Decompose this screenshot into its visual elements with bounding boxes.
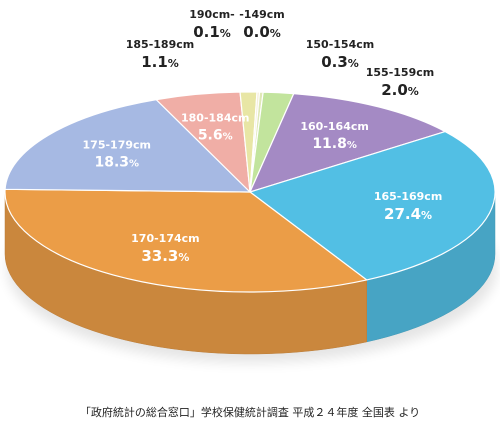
category-label-155-159cm: 155-159cm	[366, 66, 434, 79]
value-label-170-174cm: 33.3%	[141, 247, 189, 265]
value-label--149cm: 0.0%	[243, 23, 281, 41]
slice-165-169cm	[249, 130, 496, 281]
value-label-165-169cm: 27.4%	[384, 205, 432, 223]
slice-190cm-	[249, 91, 261, 193]
category-label-160-164cm: 160-164cm	[300, 120, 368, 133]
value-label-150-154cm: 0.3%	[321, 53, 359, 71]
value-label-160-164cm: 11.8%	[312, 136, 357, 152]
category-label-185-189cm: 185-189cm	[126, 38, 194, 51]
value-label-190cm-: 0.1%	[193, 23, 231, 41]
category-label-170-174cm: 170-174cm	[131, 232, 199, 245]
category-label--149cm: -149cm	[239, 8, 285, 21]
category-label-150-154cm: 150-154cm	[306, 38, 374, 51]
slice-160-164cm	[249, 93, 446, 193]
value-label-185-189cm: 1.1%	[141, 53, 179, 71]
value-label-175-179cm: 18.3%	[94, 155, 139, 171]
pie-labels: -149cm 0.0% 150-154cm 0.3% 155-159cm 2.0% 160-…	[83, 8, 443, 265]
slice-175-179cm	[4, 99, 251, 193]
value-label-155-159cm: 2.0%	[381, 81, 419, 99]
category-label-190cm-: 190cm-	[189, 8, 235, 21]
category-label-175-179cm: 175-179cm	[83, 139, 151, 152]
slice-170-174cm	[4, 188, 368, 293]
category-label-180-184cm: 180-184cm	[181, 112, 249, 125]
category-label-165-169cm: 165-169cm	[374, 190, 442, 203]
source-note: 「政府統計の総合窓口」学校保健統計調査 平成２４年度 全国表 より	[79, 406, 421, 419]
pie-tops	[4, 91, 496, 293]
value-label-180-184cm: 5.6%	[198, 128, 233, 144]
